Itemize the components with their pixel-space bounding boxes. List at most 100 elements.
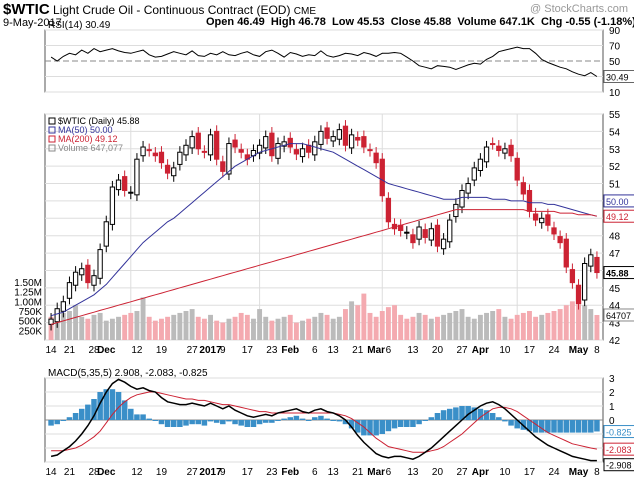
volume-bar — [159, 318, 164, 340]
ma200-legend-swatch — [48, 135, 56, 143]
close-value-box — [603, 266, 634, 280]
candle-body — [490, 143, 496, 146]
volume-bar — [281, 316, 287, 340]
volume-bar — [508, 318, 514, 340]
macd-histogram-bar — [97, 392, 103, 420]
macd-histogram-bar — [189, 420, 195, 425]
candle-body — [447, 219, 453, 243]
macd-histogram-bar — [514, 420, 520, 429]
rsi-value-box — [603, 70, 634, 83]
macd-histogram-bar — [66, 417, 73, 420]
macd-histogram-bar — [152, 420, 159, 421]
macd-histogram-bar — [361, 420, 367, 436]
macd-line — [50, 378, 597, 462]
candle-body — [183, 144, 189, 156]
candle-body — [551, 227, 557, 235]
candle-body — [281, 141, 287, 147]
candle-body — [385, 197, 392, 223]
macd-histogram-bar — [538, 420, 545, 433]
ma200-line — [50, 209, 598, 325]
macd-histogram-bar — [287, 417, 294, 420]
macd-x-label: 28 — [88, 467, 100, 478]
price-tick-label: 45 — [609, 284, 621, 295]
macd-x-label: 19 — [156, 467, 168, 478]
volume-bar — [109, 318, 115, 340]
volume-bar — [73, 305, 79, 340]
macd-histogram-bar — [226, 420, 232, 422]
macd-histogram-bar — [121, 400, 128, 420]
candle-body — [342, 125, 349, 146]
volume-bar — [576, 293, 581, 340]
macd-histogram-bar — [281, 418, 287, 420]
price-x-label: 28 — [88, 345, 100, 356]
macd-x-label: 24 — [548, 467, 560, 478]
candle-body — [201, 150, 208, 153]
macd-histogram-bar — [557, 420, 563, 433]
candle-body — [459, 189, 465, 208]
candle-body — [582, 263, 588, 301]
candle-body — [109, 186, 116, 225]
volume-bar — [91, 314, 97, 340]
chart-title: $WTIC Light Crude Oil - Continuous Contr… — [3, 1, 316, 18]
macd-histogram-bar — [299, 418, 306, 420]
volume-bar — [336, 316, 342, 340]
volume-bar — [330, 318, 336, 340]
macd-histogram-bar — [207, 420, 214, 422]
price-x-label: 9 — [220, 345, 226, 356]
macd-histogram-bar — [563, 420, 570, 433]
candle-body — [545, 214, 551, 226]
volume-legend-swatch — [48, 144, 56, 152]
price-x-label: 13 — [407, 345, 419, 356]
candle-body — [496, 145, 502, 152]
candle-body — [410, 234, 416, 244]
macd-x-label: 10 — [499, 467, 511, 478]
price-legend: $WTIC (Daily) 45.88 — [58, 116, 140, 126]
candle-body — [539, 217, 545, 224]
macd-x-label: 17 — [242, 467, 254, 478]
price-x-label: 21 — [352, 345, 364, 356]
volume-bar — [441, 314, 447, 340]
volume-bar — [545, 312, 551, 340]
price-x-label: Mar — [367, 345, 385, 356]
volume-bar — [85, 318, 91, 340]
volume-bar — [416, 312, 422, 340]
volume-bar — [582, 305, 588, 340]
volume-bar — [569, 301, 575, 340]
price-x-label: 19 — [156, 345, 168, 356]
candle-body — [177, 151, 183, 165]
candle-body — [238, 149, 244, 153]
candle-body — [79, 268, 85, 276]
candle-body — [330, 136, 336, 142]
volume-bar — [134, 311, 140, 340]
volume-bar — [293, 322, 299, 340]
price-x-label: 27 — [187, 345, 199, 356]
volume-tick-label: 1.25M — [14, 288, 42, 299]
ma50-value-box — [603, 194, 634, 208]
candle-body — [214, 130, 220, 160]
macd-histogram-bar — [391, 420, 398, 429]
candle-body — [220, 161, 226, 172]
macd-histogram-bar — [195, 420, 202, 425]
candle-body — [134, 158, 140, 196]
price-tick-label: 54 — [609, 127, 621, 138]
candle-body — [416, 226, 422, 240]
candle-body — [373, 152, 379, 164]
macd-histogram-bar — [428, 417, 435, 420]
macd-histogram-bar — [440, 410, 447, 420]
macd-histogram-bar — [588, 420, 594, 433]
macd-value-label: -0.825 — [606, 428, 632, 438]
volume-bar — [496, 309, 502, 340]
volume-tick-label: 750K — [19, 307, 43, 318]
macd-histogram-bar — [256, 420, 263, 425]
macd-tick-label: 2 — [609, 388, 615, 399]
candle-body — [115, 179, 122, 191]
volume-bar — [208, 314, 213, 340]
macd-x-label: 8 — [594, 467, 600, 478]
macd-histogram-bar — [545, 420, 551, 433]
candle-body — [164, 164, 171, 174]
macd-histogram-bar — [134, 414, 140, 420]
volume-bar — [349, 301, 355, 340]
volume-bar — [404, 318, 410, 340]
volume-bar — [539, 314, 545, 340]
